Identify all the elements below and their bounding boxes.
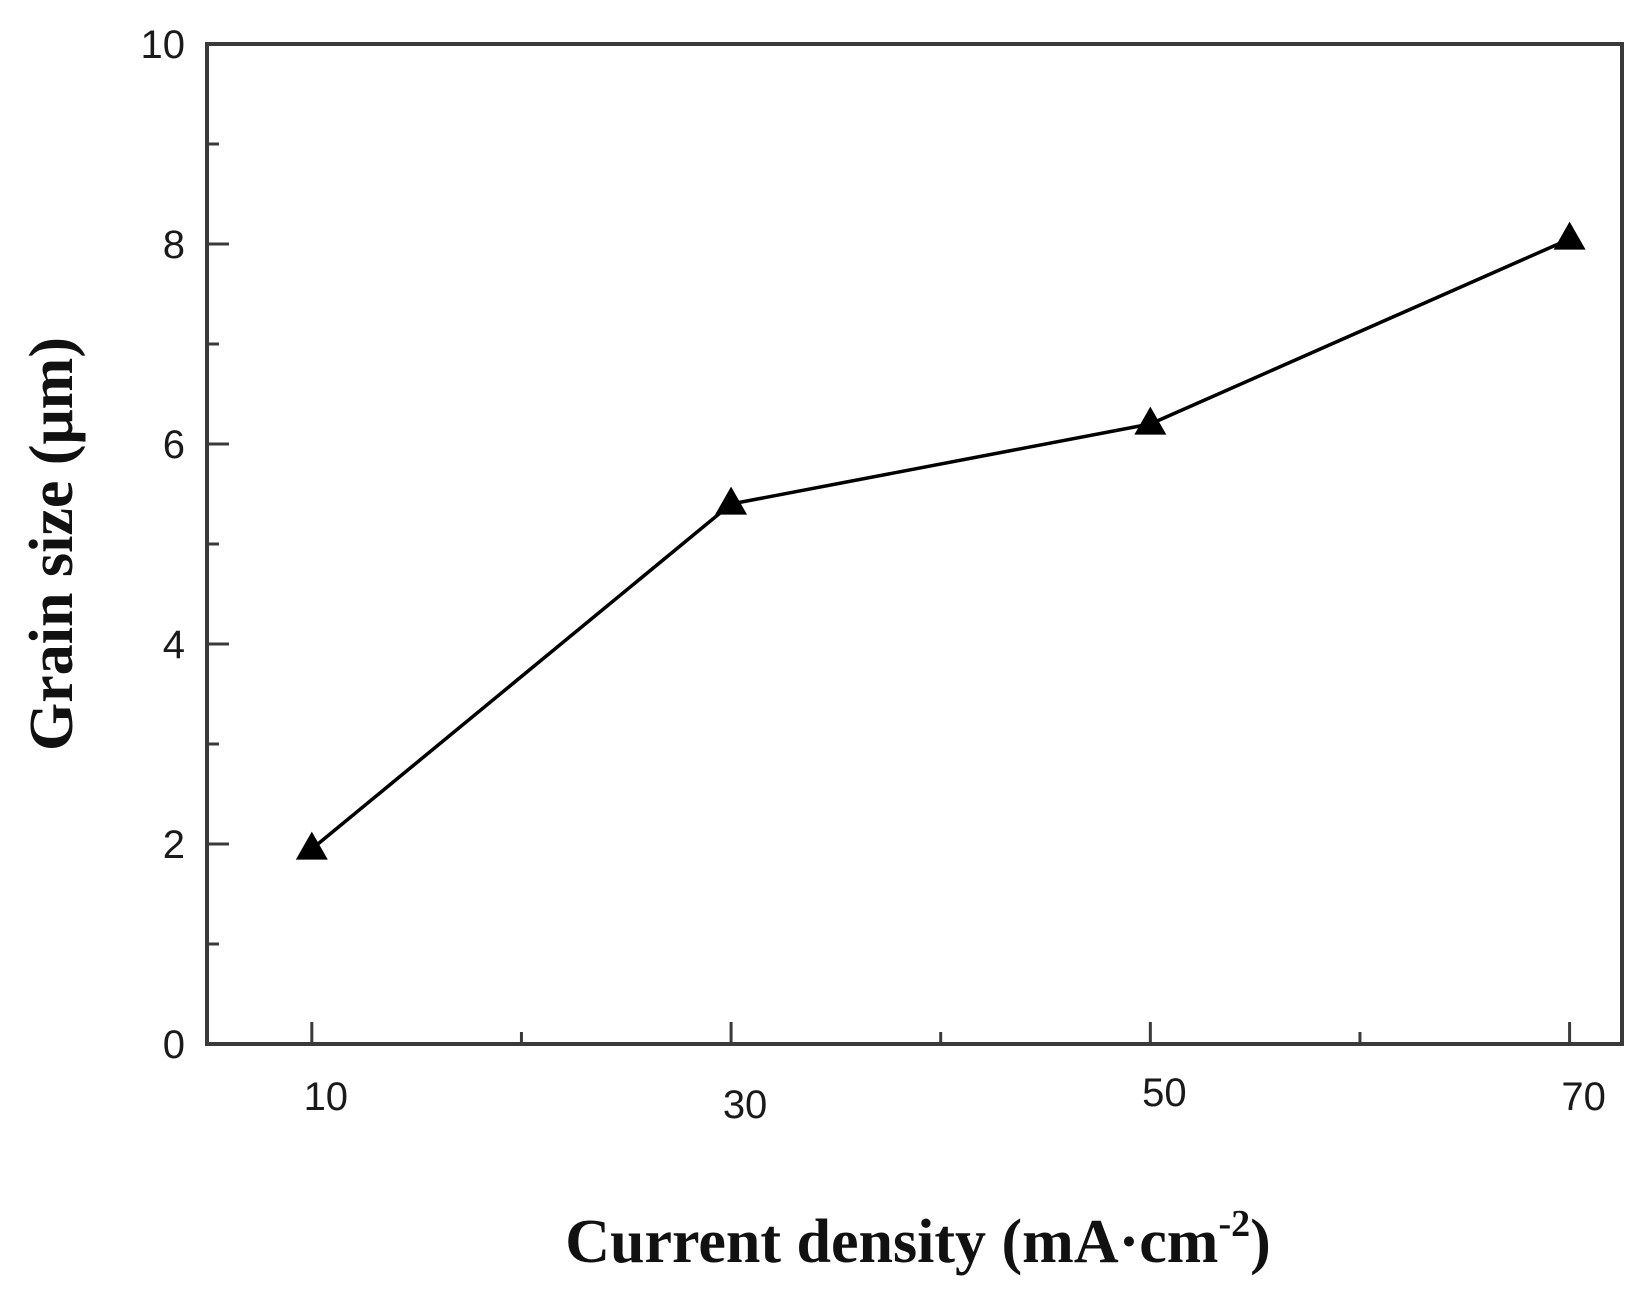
y-tick-label: 8 xyxy=(163,223,185,267)
x-tick-label: 70 xyxy=(1561,1075,1606,1119)
x-axis-tick-labels: 10 30 50 70 xyxy=(304,1071,1606,1127)
y-tick-label: 10 xyxy=(141,23,186,67)
x-axis-title-main: Current density (mA·cm xyxy=(565,1208,1218,1276)
x-axis-title-superscript: -2 xyxy=(1218,1203,1250,1245)
x-tick-label: 10 xyxy=(304,1075,349,1119)
series-line xyxy=(310,237,1571,851)
plot-frame xyxy=(205,42,1624,1046)
y-tick-label: 2 xyxy=(163,823,185,867)
y-axis-tick-labels: 0 2 4 6 8 10 xyxy=(141,23,186,1067)
data-point-triangle xyxy=(1553,221,1586,250)
x-axis-title-close: ) xyxy=(1250,1208,1271,1276)
x-tick-label: 30 xyxy=(723,1083,768,1127)
data-point-triangle xyxy=(295,831,328,860)
y-tick-label: 6 xyxy=(163,423,185,467)
data-point-triangle xyxy=(1134,406,1167,435)
x-tick-label: 50 xyxy=(1142,1071,1187,1115)
x-axis-title: Current density (mA·cm-2) xyxy=(565,1203,1271,1276)
data-point-triangle xyxy=(715,486,748,515)
y-tick-label: 4 xyxy=(163,623,185,667)
series-layer xyxy=(295,221,1586,860)
y-tick-label: 0 xyxy=(163,1023,185,1067)
x-axis-ticks xyxy=(310,1022,1572,1044)
y-axis-ticks xyxy=(207,42,229,1046)
y-axis-title: Grain size (μm) xyxy=(18,337,86,751)
